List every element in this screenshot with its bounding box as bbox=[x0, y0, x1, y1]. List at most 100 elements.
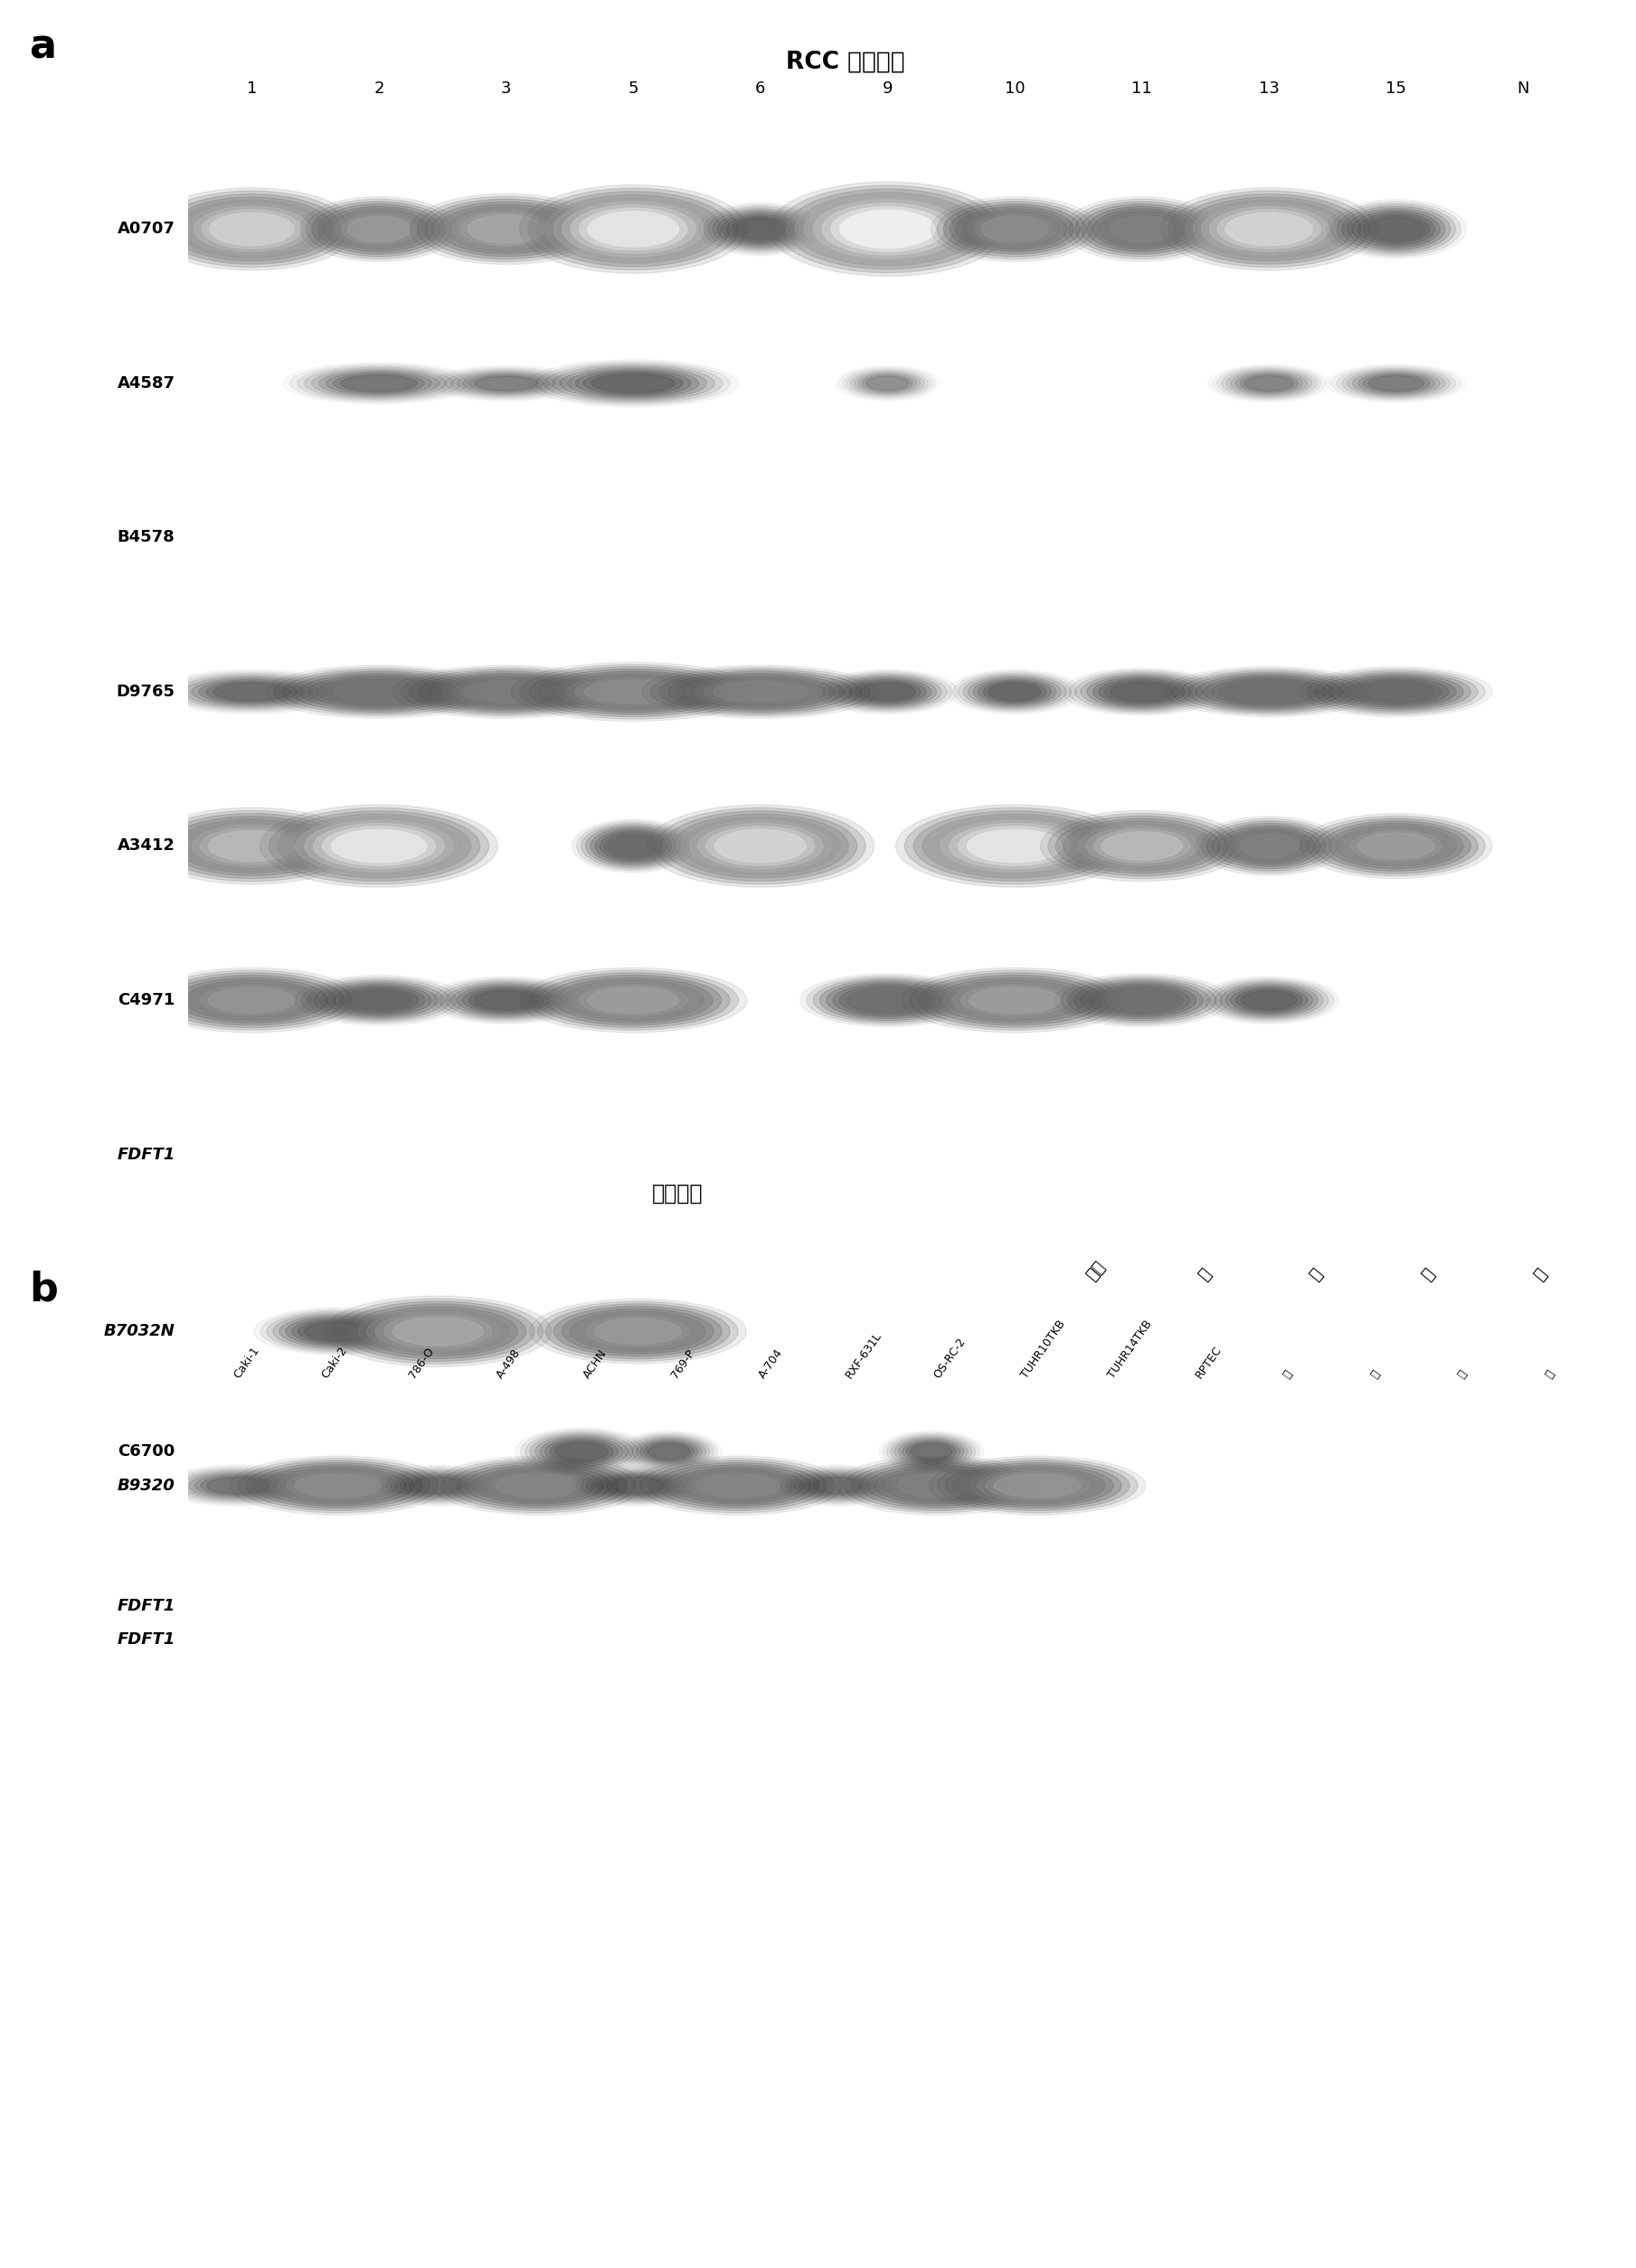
Text: 心: 心 bbox=[1196, 1266, 1214, 1284]
Ellipse shape bbox=[828, 674, 947, 710]
Ellipse shape bbox=[1094, 830, 1189, 862]
Ellipse shape bbox=[978, 1470, 1098, 1501]
Ellipse shape bbox=[1217, 209, 1320, 249]
Ellipse shape bbox=[474, 376, 538, 390]
Ellipse shape bbox=[579, 984, 687, 1016]
Ellipse shape bbox=[540, 1438, 623, 1465]
Ellipse shape bbox=[452, 984, 561, 1016]
Ellipse shape bbox=[954, 1463, 1121, 1508]
Ellipse shape bbox=[1301, 814, 1492, 878]
Ellipse shape bbox=[414, 1476, 463, 1495]
Text: A3412: A3412 bbox=[118, 837, 175, 855]
Ellipse shape bbox=[581, 1467, 694, 1504]
Ellipse shape bbox=[995, 1474, 1081, 1497]
Ellipse shape bbox=[273, 1313, 402, 1349]
Ellipse shape bbox=[587, 211, 679, 247]
Ellipse shape bbox=[969, 676, 1062, 708]
Text: TUHR14TKB: TUHR14TKB bbox=[1106, 1318, 1155, 1381]
Ellipse shape bbox=[391, 1470, 486, 1501]
Ellipse shape bbox=[273, 667, 484, 717]
Ellipse shape bbox=[1168, 191, 1369, 268]
Ellipse shape bbox=[1368, 218, 1425, 240]
Ellipse shape bbox=[913, 812, 1116, 880]
Ellipse shape bbox=[1171, 669, 1366, 714]
Ellipse shape bbox=[1211, 678, 1327, 705]
Ellipse shape bbox=[334, 374, 425, 392]
Ellipse shape bbox=[291, 1318, 384, 1345]
Ellipse shape bbox=[959, 674, 1072, 710]
Ellipse shape bbox=[152, 971, 352, 1030]
Ellipse shape bbox=[1055, 816, 1229, 875]
Text: 5: 5 bbox=[628, 82, 638, 98]
Ellipse shape bbox=[265, 665, 492, 719]
Ellipse shape bbox=[1196, 674, 1343, 710]
Ellipse shape bbox=[1165, 667, 1374, 717]
Ellipse shape bbox=[882, 1470, 993, 1501]
Ellipse shape bbox=[926, 975, 1103, 1025]
Ellipse shape bbox=[1235, 372, 1302, 395]
Ellipse shape bbox=[651, 667, 870, 717]
Ellipse shape bbox=[463, 374, 550, 392]
Ellipse shape bbox=[1337, 826, 1456, 866]
Ellipse shape bbox=[191, 982, 311, 1018]
Text: N: N bbox=[1517, 82, 1530, 98]
Ellipse shape bbox=[656, 1463, 820, 1508]
Ellipse shape bbox=[769, 181, 1006, 277]
Ellipse shape bbox=[937, 1458, 1137, 1513]
Ellipse shape bbox=[463, 987, 550, 1014]
Ellipse shape bbox=[898, 1438, 964, 1465]
Ellipse shape bbox=[488, 1472, 587, 1499]
Ellipse shape bbox=[1343, 828, 1449, 864]
Ellipse shape bbox=[545, 1304, 730, 1359]
Ellipse shape bbox=[936, 978, 1094, 1023]
Ellipse shape bbox=[1088, 984, 1196, 1016]
Ellipse shape bbox=[839, 987, 936, 1014]
Ellipse shape bbox=[298, 365, 461, 401]
Ellipse shape bbox=[1343, 678, 1449, 705]
Ellipse shape bbox=[553, 978, 713, 1023]
Ellipse shape bbox=[528, 667, 738, 717]
Ellipse shape bbox=[1081, 674, 1202, 710]
Ellipse shape bbox=[1063, 819, 1220, 873]
Ellipse shape bbox=[322, 826, 435, 866]
Ellipse shape bbox=[301, 978, 456, 1023]
Ellipse shape bbox=[528, 188, 738, 270]
Ellipse shape bbox=[823, 671, 952, 712]
Ellipse shape bbox=[1230, 372, 1307, 395]
Ellipse shape bbox=[172, 1467, 304, 1504]
Ellipse shape bbox=[1180, 671, 1358, 712]
Ellipse shape bbox=[384, 1315, 492, 1347]
Ellipse shape bbox=[394, 1472, 481, 1499]
Ellipse shape bbox=[456, 372, 555, 395]
Ellipse shape bbox=[465, 1465, 612, 1506]
Ellipse shape bbox=[191, 826, 311, 866]
Ellipse shape bbox=[987, 1472, 1090, 1499]
Ellipse shape bbox=[294, 1474, 381, 1497]
Ellipse shape bbox=[1301, 667, 1492, 717]
Ellipse shape bbox=[525, 1431, 638, 1472]
Ellipse shape bbox=[1240, 835, 1299, 857]
Ellipse shape bbox=[962, 1465, 1112, 1506]
Ellipse shape bbox=[906, 1442, 955, 1461]
Ellipse shape bbox=[946, 1461, 1129, 1510]
Ellipse shape bbox=[268, 807, 489, 885]
Ellipse shape bbox=[731, 215, 790, 243]
Ellipse shape bbox=[327, 984, 432, 1016]
Ellipse shape bbox=[375, 1311, 501, 1352]
Ellipse shape bbox=[586, 826, 681, 866]
Ellipse shape bbox=[520, 665, 746, 719]
Ellipse shape bbox=[736, 218, 785, 240]
Text: Caki-2: Caki-2 bbox=[319, 1345, 350, 1381]
Ellipse shape bbox=[1093, 209, 1191, 249]
Ellipse shape bbox=[826, 982, 949, 1018]
Text: OS-RC-2: OS-RC-2 bbox=[931, 1336, 967, 1381]
Ellipse shape bbox=[411, 193, 602, 265]
Ellipse shape bbox=[1363, 215, 1430, 243]
Ellipse shape bbox=[280, 1315, 398, 1347]
Text: Caki-1: Caki-1 bbox=[232, 1345, 262, 1381]
Ellipse shape bbox=[160, 814, 344, 878]
Ellipse shape bbox=[191, 678, 312, 705]
Ellipse shape bbox=[625, 1433, 713, 1470]
Ellipse shape bbox=[177, 674, 326, 710]
Ellipse shape bbox=[409, 669, 602, 714]
